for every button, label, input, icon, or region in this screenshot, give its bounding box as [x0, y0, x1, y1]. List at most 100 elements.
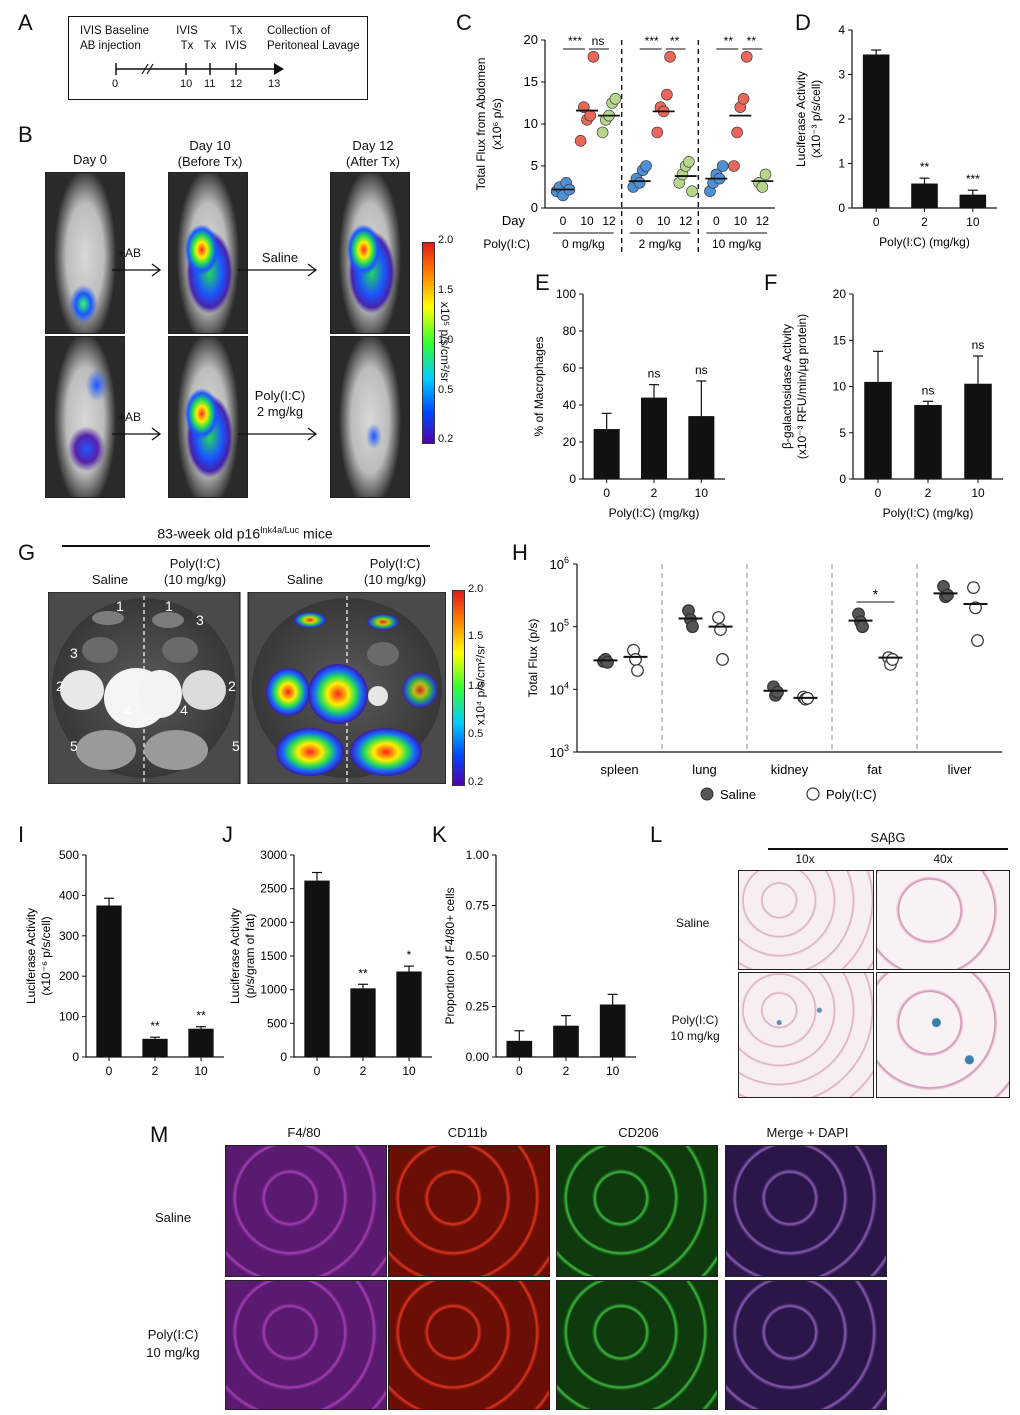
group-label: 10 mg/kg [712, 237, 761, 251]
x-axis-title: Poly(I:C) (mg/kg) [879, 235, 970, 249]
panel-label-g: G [18, 540, 36, 565]
timeline-event-day13: Collection of Peritoneal Lavage [267, 25, 360, 52]
timeline-day-13: 13 [268, 78, 281, 90]
x-axis-title: Poly(I:C) (mg/kg) [521, 1084, 612, 1085]
panel-label-b: B [18, 122, 33, 147]
data-point-polyic [886, 653, 899, 666]
chart-c: 0 5 10 15 20 Total Flux from Abdomen (x10⁶ p/s… [474, 32, 775, 252]
x-tick-label: 2 [921, 215, 928, 229]
data-point [609, 93, 622, 105]
y-tick-label: 103 [550, 743, 569, 760]
y-tick-label: 1000 [260, 983, 287, 997]
data-point-polyic [631, 664, 644, 677]
x-tick-label-day: 10 [734, 214, 748, 228]
g-organ-num-3a: 3 [70, 645, 78, 661]
y-tick-label: 3 [838, 68, 845, 82]
x-tick-label: lung [692, 762, 717, 777]
data-point-polyic [716, 653, 729, 666]
g-organ-num-5a: 5 [70, 738, 78, 754]
b-colorbar [422, 242, 435, 444]
y-tick-label: 100 [556, 287, 576, 301]
g-colorbar-tick-4: 0.2 [468, 776, 484, 788]
x-tick-label-day: 0 [713, 214, 720, 228]
bar-2 [553, 1025, 579, 1057]
bar-0 [304, 880, 330, 1057]
x-tick-label-day: 0 [560, 214, 567, 228]
y-tick-label: 0 [72, 1050, 79, 1064]
panel-label-l: L [650, 822, 663, 847]
legend-marker-polyic [806, 787, 820, 801]
g-title-underline [62, 545, 430, 547]
x-axis-title: Poly(I:C) (mg/kg) [883, 506, 974, 520]
x-tick-label: 2 [360, 1064, 367, 1078]
panel-label-h: H [512, 540, 528, 565]
x-tick-label: 0 [875, 486, 882, 500]
y-axis-title: Total Flux from Abdomen [474, 58, 488, 191]
bar-10 [396, 971, 422, 1057]
data-point [686, 185, 698, 197]
data-point [640, 160, 652, 172]
g-organ-num-3b: 3 [196, 612, 204, 628]
b-colorbar-tick-3: 0.5 [438, 384, 454, 396]
data-point-saline [771, 685, 784, 699]
y-tick-label: 104 [550, 680, 569, 697]
y-tick-label: 106 [550, 555, 569, 572]
x-tick-label-day: 12 [679, 214, 693, 228]
m-col-merge: Merge + DAPI [766, 1125, 849, 1140]
significance-label: ** [358, 966, 368, 980]
data-point [683, 156, 695, 168]
b-mouse-day0-saline [45, 172, 125, 334]
y-tick-label: 4 [838, 23, 845, 37]
y-tick-label: 80 [563, 324, 577, 338]
data-point [716, 160, 729, 172]
timeline-day-0: 0 [112, 78, 119, 90]
timeline-box [68, 16, 368, 100]
y-tick-label: 20 [563, 435, 577, 449]
chart-i: 0 100 200 300 400 500 0 2 ** 10 ** Poly(I:C) (mg/kg… [24, 848, 224, 1085]
l-mag-10x: 10x [795, 852, 815, 866]
y-tick-label: 105 [550, 618, 569, 635]
y-axis-title: (p/s/gram of fat) [243, 914, 257, 999]
x-tick-label: kidney [771, 762, 809, 777]
data-point [759, 168, 772, 181]
y-axis-title: Luciferase Activity [794, 71, 808, 167]
l-title-underline [768, 848, 1008, 850]
y-tick-label: 100 [59, 1010, 79, 1024]
bar-10 [599, 1004, 626, 1057]
y-tick-label: 0 [280, 1050, 287, 1064]
timeline-event-day11: Tx [203, 40, 217, 52]
x-tick-label-day: 10 [580, 214, 594, 228]
bar-2 [350, 988, 376, 1057]
y-axis-title: β-galactosidase Activity [780, 324, 794, 449]
b-col-title-day10: Day 10 (Before Tx) [177, 138, 243, 169]
y-tick-label: 1.00 [466, 848, 490, 862]
g-colorbar-unit: x10⁴ p/s/cm²/sr [473, 644, 488, 726]
g-organ-num-4a: 4 [124, 702, 132, 718]
b-arrow-label-ab-2: +AB [118, 410, 142, 424]
significance-label: ns [592, 34, 605, 48]
x-tick-label: 2 [152, 1064, 159, 1078]
significance-label: ** [150, 1019, 160, 1033]
l-histology-saline-40x [876, 870, 1010, 970]
y-tick-label: 500 [59, 848, 79, 862]
x-tick-label: 0 [873, 215, 880, 229]
panel-label-m: M [150, 1122, 169, 1147]
significance-label: ** [670, 34, 680, 48]
m-image-polyic-f480 [225, 1280, 387, 1410]
data-point-polyic [967, 581, 980, 595]
x-tick-label: 0 [516, 1064, 523, 1078]
x-axis-title: Poly(I:C) (mg/kg) [609, 506, 700, 520]
bar-2 [914, 405, 942, 479]
l-mag-40x: 40x [933, 852, 953, 866]
b-colorbar-unit: x10⁵ p/s/cm²/sr [438, 301, 453, 383]
significance-label: ns [972, 338, 985, 352]
data-point [633, 177, 646, 189]
bar-0 [506, 1040, 533, 1057]
y-axis-title: Total Flux (p/s) [526, 619, 540, 698]
data-point [651, 126, 664, 139]
y-tick-label: 10 [524, 116, 538, 131]
panel-label-a: A [18, 10, 33, 35]
m-col-cd11b: CD11b [447, 1125, 488, 1140]
bar-10 [688, 416, 715, 479]
data-point [740, 50, 753, 63]
